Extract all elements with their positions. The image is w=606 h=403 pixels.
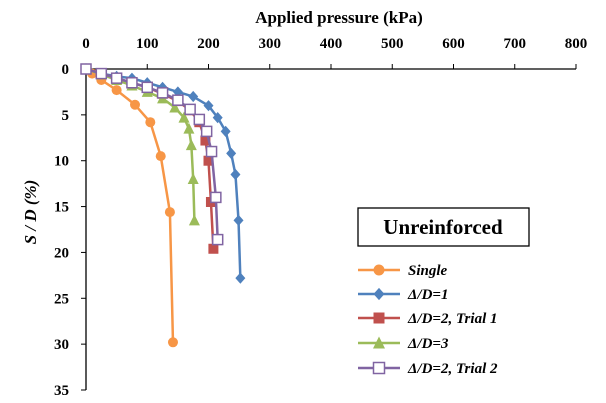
data-point xyxy=(210,191,222,204)
data-point xyxy=(126,77,138,89)
data-point xyxy=(164,207,175,218)
y-tick-label: 10 xyxy=(54,154,69,170)
data-point xyxy=(155,151,166,162)
x-tick-label: 0 xyxy=(82,36,90,52)
y-tick-label: 25 xyxy=(54,291,69,307)
legend: Unreinforced Single Δ/D=1 Δ/D=2, Trial 1 Δ/… xyxy=(357,207,530,377)
data-point xyxy=(188,214,200,226)
data-point xyxy=(233,214,244,226)
data-point xyxy=(178,111,190,123)
data-point xyxy=(208,243,219,254)
data-point xyxy=(187,173,199,185)
x-tick-label: 600 xyxy=(442,36,465,52)
legend-title-box xyxy=(357,207,530,247)
y-axis-title: S / D (%) xyxy=(21,180,40,245)
data-point xyxy=(110,72,123,84)
y-tick-label: 20 xyxy=(54,245,69,261)
data-point xyxy=(172,94,184,106)
x-tick-label: 500 xyxy=(381,36,404,52)
y-tick-label: 35 xyxy=(54,383,69,399)
y-tick-label: 0 xyxy=(62,62,70,78)
series-3 xyxy=(80,63,200,226)
data-point xyxy=(184,103,196,116)
data-point xyxy=(183,122,195,134)
x-axis-title: Applied pressure (kPa) xyxy=(255,8,423,27)
legend-swatch-marker xyxy=(372,361,386,375)
legend-entry: Δ/D=3 xyxy=(358,336,449,352)
axes: 0 100 200 300 400 500 600 700 800 0 5 10 15 20 25 30 35 xyxy=(54,36,587,399)
legend-label: Δ/D=3 xyxy=(407,336,449,352)
y-tick-label: 30 xyxy=(54,337,69,353)
series-0 xyxy=(81,64,178,348)
legend-title: Unreinforced xyxy=(383,215,503,239)
legend-entry: Single xyxy=(358,263,448,279)
data-point xyxy=(145,117,156,128)
legend-label: Single xyxy=(408,263,448,279)
data-point xyxy=(200,125,213,138)
y-tick-label: 5 xyxy=(62,108,70,124)
data-point xyxy=(185,139,197,151)
data-point xyxy=(193,113,206,126)
data-point xyxy=(172,86,183,98)
legend-label: Δ/D=1 xyxy=(407,287,448,303)
x-tick-label: 100 xyxy=(136,36,159,52)
x-tick-label: 400 xyxy=(320,36,343,52)
x-tick-label: 200 xyxy=(197,36,220,52)
data-point xyxy=(205,145,218,158)
data-point xyxy=(167,337,178,348)
data-point xyxy=(141,81,153,94)
series-4 xyxy=(80,63,224,246)
data-point xyxy=(156,87,169,99)
legend-entry: Δ/D=1 xyxy=(358,287,448,303)
data-point xyxy=(235,272,246,284)
data-point xyxy=(188,90,199,103)
legend-label: Δ/D=2, Trial 1 xyxy=(407,311,497,327)
data-point xyxy=(111,85,122,96)
data-point xyxy=(211,233,224,246)
legend-swatch-marker xyxy=(373,264,385,276)
series-line xyxy=(85,67,175,343)
series-layer xyxy=(80,63,246,348)
legend-entry: Δ/D=2, Trial 1 xyxy=(358,311,497,327)
legend-swatch-marker xyxy=(373,312,385,324)
data-point xyxy=(95,67,108,80)
x-tick-label: 700 xyxy=(504,36,527,52)
data-point xyxy=(203,155,214,166)
legend-swatch-marker xyxy=(373,336,385,349)
data-point xyxy=(230,168,241,181)
legend-swatch-marker xyxy=(373,287,385,301)
legend-label: Δ/D=2, Trial 2 xyxy=(407,361,498,377)
data-point xyxy=(130,99,140,110)
legend-entry: Δ/D=2, Trial 2 xyxy=(358,361,498,377)
data-point xyxy=(203,100,214,112)
data-point xyxy=(200,135,211,146)
data-point xyxy=(80,63,92,75)
data-point xyxy=(220,125,231,137)
y-tick-label: 15 xyxy=(54,200,69,216)
data-point xyxy=(169,101,181,113)
data-point xyxy=(212,112,223,124)
data-point xyxy=(226,147,237,159)
x-tick-label: 300 xyxy=(259,36,282,52)
x-tick-label: 800 xyxy=(565,36,588,52)
